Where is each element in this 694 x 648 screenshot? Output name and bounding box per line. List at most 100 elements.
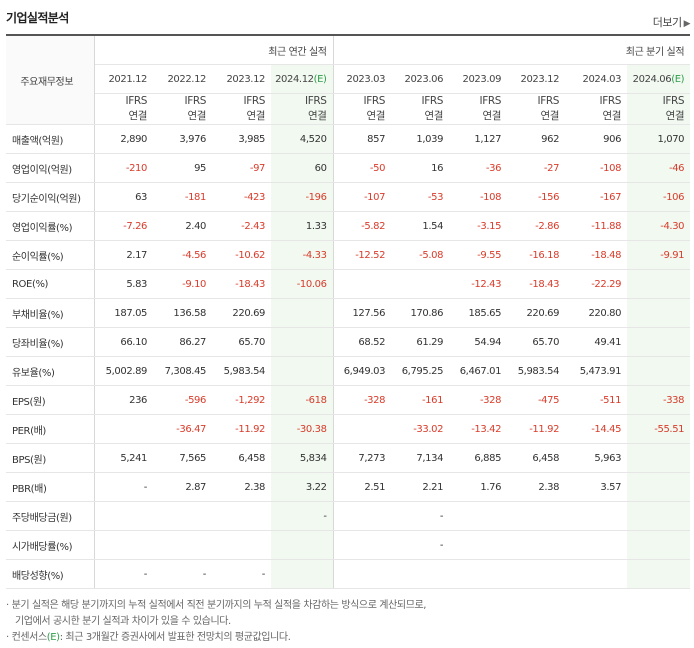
row-label: 순이익률(%) (6, 240, 95, 270)
footnote-2-text: : 최근 3개월간 증권사에서 발표한 전망치의 평균값입니다. (59, 632, 291, 643)
table-cell (507, 530, 566, 560)
table-cell: -338 (627, 385, 691, 415)
row-label: PBR(배) (6, 472, 95, 502)
table-cell (627, 501, 691, 531)
table-cell: 6,458 (507, 443, 566, 473)
ifrs-header: IFRS 연결 (449, 93, 508, 125)
ifrs-label: IFRS (363, 95, 386, 107)
table-cell: -181 (153, 182, 212, 212)
table-cell: 65.70 (507, 327, 566, 357)
period-header: 2024.12(E) (271, 64, 334, 94)
row-label: 당기순이익(억원) (6, 182, 95, 212)
table-cell: -328 (333, 385, 392, 415)
table-cell: -22.29 (565, 269, 628, 299)
estimate-mark: (E) (313, 73, 327, 85)
table-row: PBR(배) -2.87 2.38 3.22 2.51 2.21 1.76 2.38 3.57 (6, 472, 691, 502)
footnote-1: · 분기 실적은 해당 분기까지의 누적 실적에서 직전 분기까지의 누적 실적… (6, 600, 427, 611)
table-cell: 5,983.54 (507, 356, 566, 386)
table-cell (271, 530, 334, 560)
ifrs-label: IFRS (662, 95, 685, 107)
table-cell: 185.65 (449, 298, 508, 328)
group-header-annual: 최근 연간 실적 (94, 36, 334, 65)
table-cell: 220.80 (565, 298, 628, 328)
table-cell: 5,834 (271, 443, 334, 473)
table-cell (627, 356, 691, 386)
period-label: 2024.12 (275, 73, 314, 85)
table-cell: 3.22 (271, 472, 334, 502)
table-cell: 7,308.45 (153, 356, 212, 386)
table-cell: -13.42 (449, 414, 508, 444)
table-cell: -475 (507, 385, 566, 415)
ifrs-label: IFRS (305, 95, 327, 107)
table-cell (271, 298, 334, 328)
table-cell: 6,467.01 (449, 356, 508, 386)
table-cell: 2.38 (212, 472, 271, 502)
period-header: 2023.09 (449, 64, 508, 94)
consolidated-label: 연결 (128, 110, 147, 122)
more-link[interactable]: 더보기 ▶ (652, 14, 691, 30)
table-cell: 66.10 (94, 327, 153, 357)
table-cell: -596 (153, 385, 212, 415)
table-cell: 2,890 (94, 124, 153, 154)
footnote-1-cont: 기업에서 공시한 분기 실적과 차이가 있을 수 있습니다. (15, 616, 231, 627)
consolidated-label: 연결 (246, 110, 265, 122)
table-cell: -4.33 (271, 240, 334, 270)
table-row: 부채비율(%) 187.05 136.58 220.69 127.56 170.86 185… (6, 298, 691, 328)
table-cell: -36 (449, 153, 508, 183)
table-cell (627, 472, 691, 502)
table-cell: -108 (565, 153, 628, 183)
table-cell (333, 559, 392, 589)
table-cell: - (212, 559, 271, 589)
table-cell: 1,039 (391, 124, 450, 154)
table-cell: -36.47 (153, 414, 212, 444)
ifrs-header: IFRS 연결 (94, 93, 153, 125)
table-cell (449, 501, 508, 531)
more-link-label: 더보기 (652, 16, 682, 29)
ifrs-label: IFRS (243, 95, 266, 107)
table-cell: -196 (271, 182, 334, 212)
table-cell: - (153, 559, 212, 589)
table-cell: 5,963 (565, 443, 628, 473)
table-cell: -9.91 (627, 240, 691, 270)
table-cell: -5.08 (391, 240, 450, 270)
period-label: 2022.12 (167, 73, 206, 85)
table-cell: 2.87 (153, 472, 212, 502)
table-row: ROE(%) 5.83 -9.10 -18.43 -10.06 -12.43 -18.43-… (6, 269, 691, 299)
consolidated-label: 연결 (602, 110, 622, 122)
table-cell: 220.69 (507, 298, 566, 328)
table-cell: 2.17 (94, 240, 153, 270)
table-cell (627, 269, 691, 299)
table-cell: 3.57 (565, 472, 628, 502)
table-cell: -12.52 (333, 240, 392, 270)
consolidated-label: 연결 (366, 110, 386, 122)
corner-header: 주요재무정보 (6, 36, 95, 125)
table-cell (627, 559, 691, 589)
table-cell: 65.70 (212, 327, 271, 357)
table-cell: 136.58 (153, 298, 212, 328)
table-cell (627, 298, 691, 328)
table-cell: -11.92 (507, 414, 566, 444)
table-cell: -11.88 (565, 211, 628, 241)
table-row: 당좌비율(%) 66.10 86.27 65.70 68.52 61.29 54.94 65.… (6, 327, 691, 357)
table-row: BPS(원) 5,241 7,565 6,458 5,834 7,273 7,134 6,88… (6, 443, 691, 473)
table-cell: - (94, 559, 153, 589)
table-row: 유보율(%) 5,002.89 7,308.45 5,983.54 6,949.03 6,… (6, 356, 691, 386)
ifrs-label: IFRS (184, 95, 207, 107)
table-cell: 5,983.54 (212, 356, 271, 386)
table-row: 주당배당금(원) - - (6, 501, 691, 531)
table-row: 영업이익률(%) -7.26 2.40 -2.43 1.33 -5.82 1.54 -3.15… (6, 211, 691, 241)
table-cell: - (391, 501, 450, 531)
table-cell (94, 530, 153, 560)
table-cell (153, 501, 212, 531)
ifrs-header: IFRS 연결 (391, 93, 450, 125)
table-cell: 187.05 (94, 298, 153, 328)
table-cell: 1.54 (391, 211, 450, 241)
period-header: 2023.12 (507, 64, 566, 94)
table-cell (271, 559, 334, 589)
table-cell (212, 501, 271, 531)
table-cell: -27 (507, 153, 566, 183)
table-cell: -16.18 (507, 240, 566, 270)
table-cell: 236 (94, 385, 153, 415)
table-cell (94, 501, 153, 531)
table-cell: -107 (333, 182, 392, 212)
